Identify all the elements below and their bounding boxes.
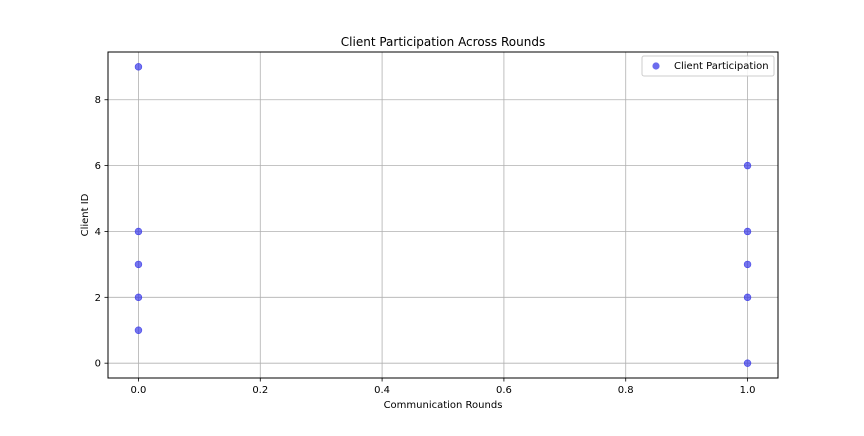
x-tick-label: 0.8 bbox=[618, 385, 634, 396]
y-axis-ticks: 0 2 4 6 8 bbox=[95, 95, 108, 370]
scatter-point bbox=[134, 63, 143, 71]
chart-title: Client Participation Across Rounds bbox=[341, 35, 545, 49]
x-axis-ticks: 0.0 0.2 0.4 0.6 0.8 1.0 bbox=[131, 378, 756, 396]
x-tick-label: 0.4 bbox=[374, 385, 390, 396]
plot-frame bbox=[107, 51, 779, 379]
scatter-point bbox=[743, 293, 752, 302]
x-tick-label: 1.0 bbox=[740, 385, 756, 396]
scatter-point bbox=[743, 260, 752, 269]
x-tick-label: 0.6 bbox=[496, 385, 512, 396]
y-tick-label: 0 bbox=[95, 359, 101, 370]
y-axis-label: Client ID bbox=[80, 193, 91, 236]
scatter-point bbox=[134, 227, 143, 236]
x-axis-label: Communication Rounds bbox=[384, 400, 503, 411]
scatter-point bbox=[743, 227, 752, 236]
y-tick-label: 4 bbox=[95, 227, 101, 238]
legend-label: Client Participation bbox=[674, 61, 769, 72]
y-tick-label: 2 bbox=[95, 293, 101, 304]
scatter-point bbox=[743, 359, 752, 367]
scatter-point bbox=[134, 326, 143, 334]
scatter-point bbox=[134, 260, 143, 269]
legend: Client Participation bbox=[641, 55, 775, 77]
x-tick-label: 0.0 bbox=[131, 385, 147, 396]
scatter-point bbox=[134, 293, 143, 302]
legend-box bbox=[641, 55, 775, 77]
x-tick-label: 0.2 bbox=[252, 385, 268, 396]
legend-marker bbox=[652, 62, 660, 70]
y-tick-label: 8 bbox=[95, 95, 101, 106]
y-tick-label: 6 bbox=[95, 161, 101, 172]
scatter-point bbox=[743, 161, 752, 170]
data-points bbox=[134, 63, 752, 367]
grid-layer bbox=[108, 52, 778, 378]
